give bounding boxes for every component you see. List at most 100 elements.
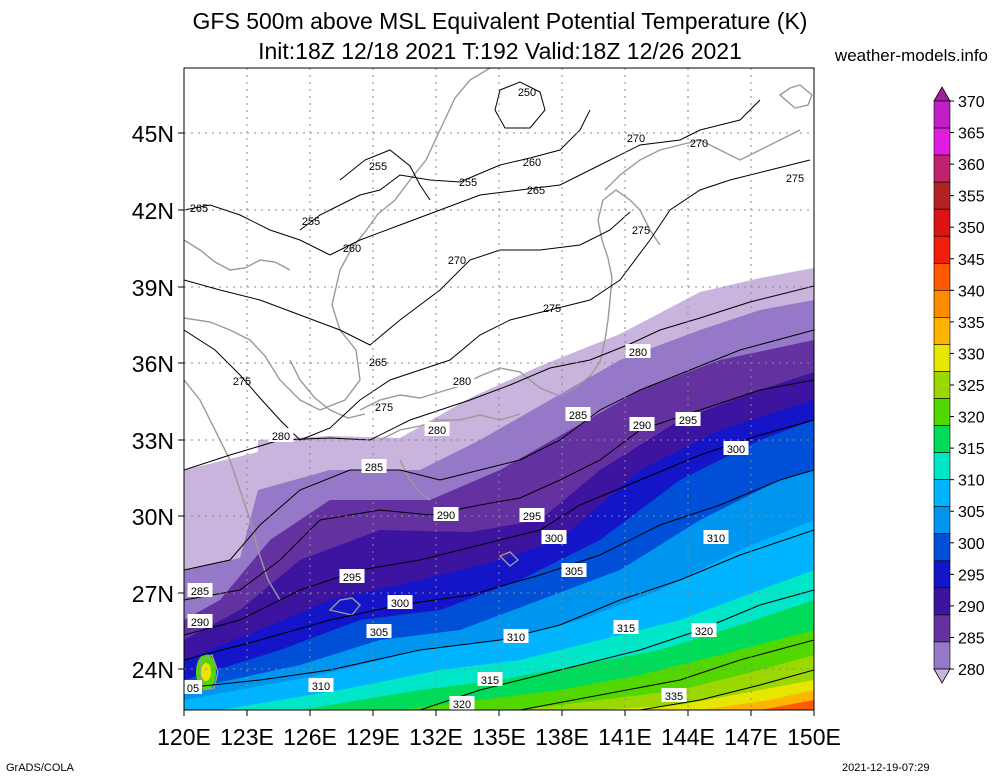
contour-label: 265 [527, 185, 545, 197]
lat-label: 27N [132, 581, 174, 607]
contour-label-bg [433, 507, 459, 521]
contour-label: 275 [543, 303, 561, 315]
site-label[interactable]: weather-models.info [834, 46, 988, 65]
contour-label: 335 [665, 691, 683, 703]
contour-label: 270 [690, 138, 708, 150]
colorbar-label: 315 [958, 441, 985, 458]
lon-label: 120E [157, 724, 211, 750]
colorbar-swatch [933, 317, 951, 345]
contour-label: 280 [453, 376, 471, 388]
colorbar-swatch [933, 560, 951, 589]
colorbar-swatch [933, 479, 951, 508]
contour-label-bg [691, 623, 717, 637]
colorbar-label: 295 [958, 567, 985, 584]
contour-label-bg [519, 508, 545, 522]
contour-label-bg [723, 441, 749, 455]
colorbar-label: 340 [958, 283, 985, 300]
contour-label-bg [387, 595, 413, 609]
colorbar-label: 280 [958, 662, 985, 679]
lat-label: 42N [132, 198, 174, 224]
chart-title: GFS 500m above MSL Equivalent Potential … [192, 8, 808, 34]
colorbar-swatch [933, 641, 951, 670]
colorbar-label: 325 [958, 378, 985, 395]
contour-label: 255 [302, 216, 320, 228]
contour-label-bg [339, 569, 365, 583]
colorbar-swatch [933, 290, 951, 318]
contour-label-bg [366, 624, 392, 638]
contour-label: 260 [343, 243, 361, 255]
colorbar-label: 290 [958, 599, 985, 616]
contour-label: 300 [727, 444, 745, 456]
chart-subtitle: Init:18Z 12/18 2021 T:192 Valid:18Z 12/2… [258, 38, 742, 64]
colorbar-label: 305 [958, 504, 985, 521]
longitude-axis: 120E 123E 126E 129E 132E 135E 138E 141E 144E 147E… [157, 710, 841, 750]
colorbar-swatch [933, 127, 951, 156]
lat-label: 39N [132, 275, 174, 301]
colorbar-swatch [933, 100, 951, 129]
colorbar-label: 350 [958, 220, 985, 237]
contour-lines [184, 81, 814, 710]
contour-label-bg [424, 422, 450, 436]
colorbar-swatch [933, 614, 951, 643]
colorbar-swatch [933, 371, 951, 399]
lon-label: 138E [535, 724, 589, 750]
contour-label: 265 [369, 357, 387, 369]
colorbar-swatch [933, 154, 951, 183]
colorbar-top-triangle [933, 86, 951, 102]
contour-label: 255 [459, 177, 477, 189]
lon-label: 147E [724, 724, 778, 750]
band-350 [760, 700, 814, 710]
contour-label: 310 [312, 681, 330, 693]
contour-label: 295 [679, 415, 697, 427]
lat-label: 45N [132, 121, 174, 147]
contour-label: 285 [191, 586, 209, 598]
colorbar-swatch [933, 181, 951, 210]
contour-label: 250 [518, 87, 536, 99]
contour-label: 285 [365, 462, 383, 474]
band-345 [700, 690, 814, 710]
contour-label-bg [561, 563, 587, 577]
coastlines [184, 68, 813, 691]
contour-label-bg [629, 417, 655, 431]
colorbar-label: 335 [958, 315, 985, 332]
colorbar-bottom-triangle [933, 668, 951, 684]
colorbar-swatch [933, 452, 951, 480]
contour-label: 275 [786, 173, 804, 185]
lat-label: 36N [132, 351, 174, 377]
contour-label-bg [703, 530, 729, 544]
footer-timestamp: 2021-12-19-07:29 [842, 762, 930, 774]
contour-label: 255 [369, 161, 387, 173]
contour-label-bg [449, 373, 475, 387]
lon-label: 150E [787, 724, 841, 750]
contour-label-bg [625, 344, 651, 358]
colorbar-swatch [933, 506, 951, 535]
contour-label: 295 [523, 511, 541, 523]
colorbar-label: 285 [958, 630, 985, 647]
theta-e-field [184, 68, 814, 710]
contour-label: 290 [191, 617, 209, 629]
lat-label: 24N [132, 657, 174, 683]
lon-label: 123E [220, 724, 274, 750]
contour-label: 285 [569, 410, 587, 422]
contour-label: 05 [187, 683, 199, 695]
colorbar: 370 365 360 355 350 345 340 335 330 325 320 315 310 3… [933, 86, 985, 684]
contour-label: 300 [391, 598, 409, 610]
contour-label: 270 [627, 133, 645, 145]
colorbar-label: 365 [958, 126, 985, 143]
colorbar-swatch [933, 262, 951, 291]
colorbar-label: 355 [958, 189, 985, 206]
colorbar-label: 370 [958, 94, 985, 111]
contour-label: 280 [629, 347, 647, 359]
colorbar-swatch [933, 208, 951, 237]
contour-label: 315 [481, 675, 499, 687]
contour-label-bg [187, 614, 213, 628]
contour-label-bg [361, 459, 387, 473]
contour-label-bg [613, 620, 639, 634]
contour-label: 260 [523, 157, 541, 169]
contour-label-bg [184, 680, 202, 694]
lon-label: 129E [346, 724, 400, 750]
contour-label: 320 [695, 626, 713, 638]
contour-label-bg [565, 407, 591, 421]
contour-label: 305 [565, 566, 583, 578]
contour-label: 310 [707, 533, 725, 545]
